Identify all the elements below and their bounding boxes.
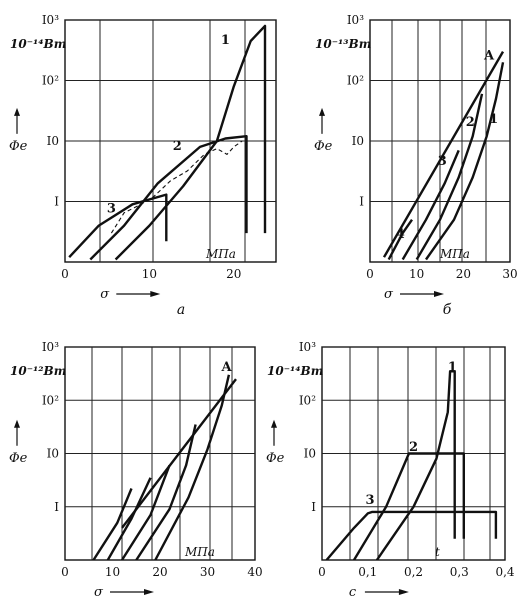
curve-label: 1 <box>489 112 498 127</box>
curve-label: 3 <box>438 154 447 169</box>
unit-label: 10⁻¹⁴Вт <box>267 364 323 378</box>
curve-label: 3 <box>107 201 116 216</box>
x-axis-label: σ <box>384 287 394 302</box>
x-unit-label: МПа <box>205 247 236 261</box>
y-axis-label: Φe <box>314 139 333 154</box>
y-tick-label: I0³ <box>347 13 364 27</box>
panel-caption: б <box>443 302 452 318</box>
series-line-A <box>382 50 505 258</box>
series-line-4 <box>387 219 413 261</box>
arrowhead-icon <box>14 107 20 116</box>
unit-label: 10⁻¹⁴Вт <box>10 37 66 51</box>
y-tick-label: I0³ <box>299 340 316 354</box>
curve-label: 4 <box>396 227 405 242</box>
x-tick-label: 0 <box>318 565 326 579</box>
y-tick-label: I0² <box>299 393 316 407</box>
y-tick-label: I <box>311 500 316 514</box>
series-line-3 <box>68 193 168 259</box>
x-tick-label: 30 <box>502 267 517 281</box>
x-tick-label: 0 <box>61 565 69 579</box>
y-axis-label: Φe <box>9 139 28 154</box>
x-tick-label: 0,2 <box>404 565 423 579</box>
series-line-1 <box>114 24 267 261</box>
series-line-c5 <box>154 374 231 560</box>
arrowhead-icon <box>319 107 325 116</box>
series-line-2 <box>415 93 484 261</box>
curve-label: 2 <box>466 115 475 130</box>
x-tick-label: 0 <box>61 267 69 281</box>
y-tick-label: I0 <box>352 134 364 148</box>
x-tick-label: 30 <box>200 565 215 579</box>
x-tick-label: 0,1 <box>358 565 377 579</box>
x-tick-label: 40 <box>247 565 262 579</box>
series-line-c2 <box>106 477 152 560</box>
x-tick-label: 20 <box>152 565 167 579</box>
x-tick-label: 20 <box>456 267 471 281</box>
series-line-c4 <box>135 424 197 560</box>
curve-label: 3 <box>366 493 375 508</box>
y-tick-label: I <box>54 195 59 209</box>
x-unit-label: МПа <box>439 247 470 261</box>
series-line-c1 <box>92 488 133 560</box>
arrowhead-icon <box>434 291 444 297</box>
x-axis-label: σ <box>94 585 104 600</box>
arrowhead-icon <box>144 589 154 595</box>
y-tick-label: I0 <box>47 134 59 148</box>
arrowhead-icon <box>150 291 161 297</box>
arrowhead-icon <box>271 419 277 428</box>
panel-caption: а <box>177 302 185 318</box>
curve-label: A <box>483 48 495 63</box>
y-tick-label: I0 <box>304 447 316 461</box>
curve-label: 2 <box>409 440 418 455</box>
curve-label: A <box>220 360 232 375</box>
unit-label: 10⁻¹²Вт <box>10 364 66 378</box>
y-tick-label: I0 <box>47 447 59 461</box>
x-unit-label: МПа <box>184 545 215 559</box>
series-line-3 (steps) <box>110 140 243 234</box>
y-tick-label: I0² <box>42 74 59 88</box>
x-tick-label: 10 <box>105 565 120 579</box>
series-line-3 <box>401 149 460 261</box>
y-tick-label: I <box>359 195 364 209</box>
curve-label: 2 <box>173 139 182 154</box>
series-line-3 <box>325 510 498 560</box>
y-axis-label: Φe <box>266 451 285 466</box>
x-tick-label: 0,3 <box>450 565 469 579</box>
series-line-c3 <box>120 464 171 560</box>
y-axis-label: Φe <box>9 451 28 466</box>
series-line-2 <box>352 452 465 560</box>
unit-label: 10⁻¹³Вт <box>315 37 371 51</box>
y-tick-label: I <box>54 500 59 514</box>
x-axis-label: σ <box>100 287 110 302</box>
x-tick-label: 0 <box>366 267 374 281</box>
curve-label: 1 <box>221 33 230 48</box>
arrowhead-icon <box>398 589 409 595</box>
x-tick-label: 10 <box>142 267 157 281</box>
y-tick-label: I0³ <box>42 13 59 27</box>
series-line-2 <box>89 135 248 261</box>
series-line-1 <box>375 370 456 560</box>
x-unit-label: t <box>435 545 440 559</box>
arrowhead-icon <box>14 419 20 428</box>
y-tick-label: I0³ <box>42 340 59 354</box>
curve-label: 1 <box>448 360 457 375</box>
x-axis-label: c <box>349 585 357 600</box>
series-line-1 <box>425 62 505 261</box>
x-tick-label: 0,4 <box>495 565 514 579</box>
series-line-A <box>121 378 237 529</box>
y-tick-label: I0² <box>42 393 59 407</box>
x-tick-label: 20 <box>226 267 241 281</box>
y-tick-label: I0² <box>347 74 364 88</box>
x-tick-label: 10 <box>409 267 424 281</box>
